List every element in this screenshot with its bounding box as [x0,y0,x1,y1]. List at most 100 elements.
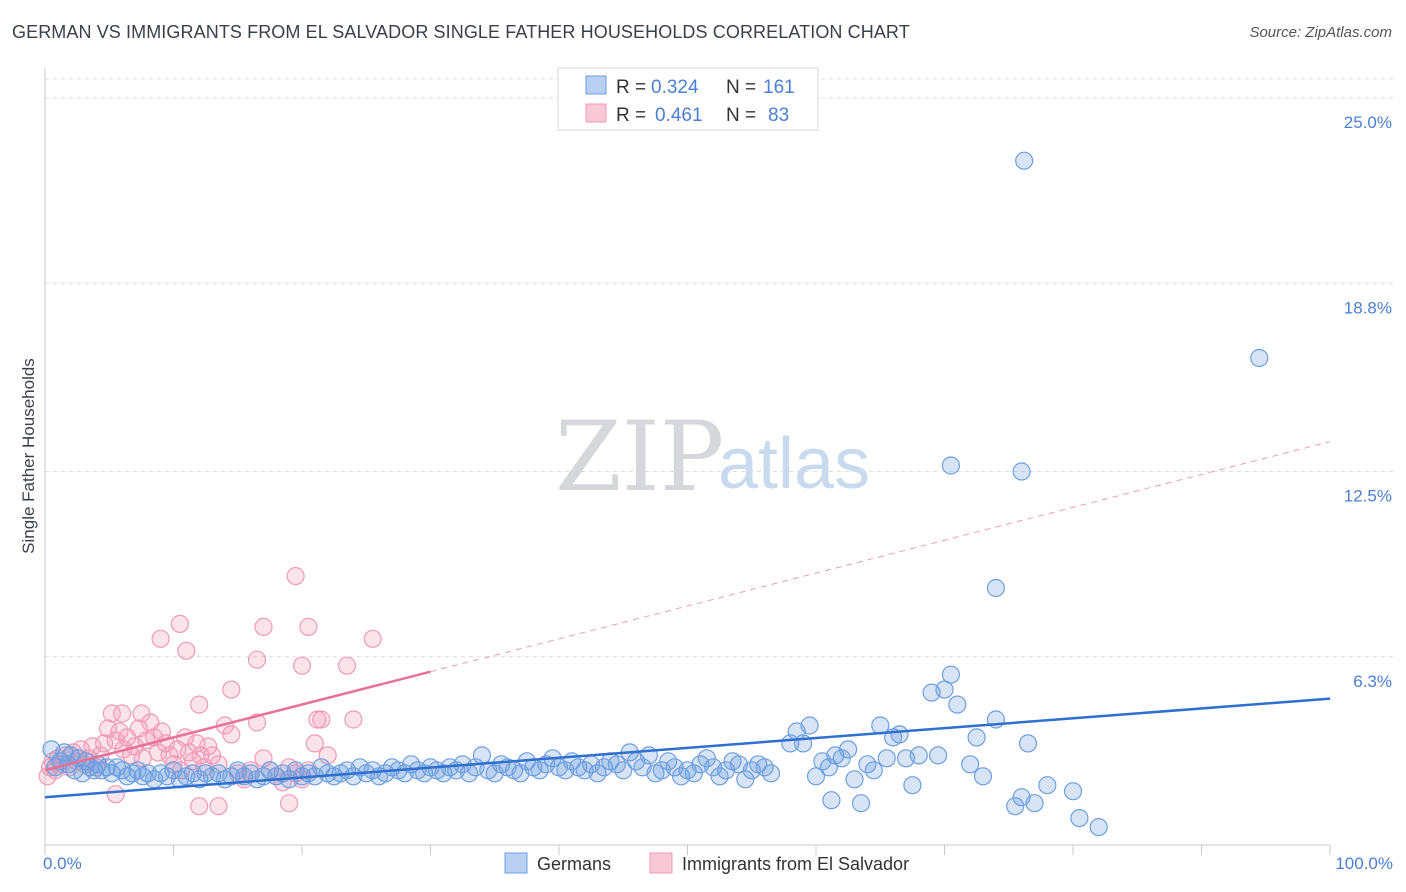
legend-r-label-salvador: R = [616,105,646,126]
germans-point [107,758,127,777]
salvador-point [112,704,132,723]
salvador-point [308,710,327,729]
germans-point [1018,734,1038,753]
legend-n-label-salvador: N = [726,105,756,126]
germans-point [961,755,980,774]
legend-r-value-germans: 0.324 [651,77,699,98]
germans-point [97,758,116,777]
germans-point [928,746,948,765]
y-tick-label: 12.5% [1344,487,1392,506]
watermark-atlas: atlas [718,424,870,504]
legend-r-label-germans: R = [616,77,646,98]
y-tick-labels: 6.3% 12.5% 18.8% 25.0% [1344,113,1392,691]
watermark-zip: ZIP [555,401,724,513]
legend-swatch-salvador [585,103,607,123]
germans-point [1089,817,1108,837]
salvador-point [280,794,299,813]
salvador-point [305,734,324,753]
salvador-point [199,737,218,756]
germans-point [864,761,883,780]
salvador-trend-line [44,670,431,772]
bottom-legend-germans: Germans [537,854,611,874]
x-tick-label-end: 100.0% [1335,854,1393,873]
germans-point [1063,782,1083,801]
germans-point [973,767,993,786]
germans-point [761,764,781,783]
salvador-point [299,617,318,637]
germans-point [838,740,858,759]
germans-point [1025,794,1044,813]
legend-r-value-salvador: 0.461 [655,105,703,126]
germans-point [800,716,819,735]
salvador-point [102,704,121,723]
legend-swatch-germans [585,75,607,95]
germans-point [877,749,896,768]
salvador-point [286,566,305,586]
salvador-point [209,797,228,816]
bottom-legend-salvador: Immigrants from El Salvador [682,854,909,874]
germans-point [1250,348,1269,368]
salvador-point [312,710,331,729]
germans-point [133,767,152,786]
germans-point [92,761,111,780]
germans-point [697,749,716,768]
axes [44,68,1331,855]
germans-point [986,578,1006,598]
germans-point [1015,151,1034,170]
salvador-point [254,617,273,637]
germans-point [903,776,922,795]
trend-lines [44,441,1331,799]
y-tick-label: 18.8% [1344,298,1392,317]
germans-point [1006,797,1025,816]
salvador-point [337,656,357,675]
bottom-legend-swatch-germans [504,852,528,874]
salvador-point [190,797,209,816]
salvador-point [94,734,114,753]
germans-point [832,749,851,768]
x-tick-label-start: 0.0% [43,854,82,873]
salvador-point [187,734,206,753]
germans-point [1012,462,1031,481]
germans-point [684,764,704,783]
legend-n-value-germans: 161 [763,77,795,98]
y-axis-label: Single Father Households [19,358,38,554]
germans-point [948,695,967,714]
salvador-point [222,725,241,744]
germans-point [967,728,986,747]
y-tick-label: 25.0% [1344,113,1392,132]
legend-n-label-germans: N = [726,77,756,98]
germans-point [941,456,961,475]
bottom-legend: Germans Immigrants from El Salvador [504,852,909,874]
salvador-point [292,656,312,675]
salvador-point [344,710,363,729]
germans-point [614,761,633,780]
germans-point [806,767,826,786]
germans-point [736,770,755,789]
salvador-point [247,650,267,669]
germans-point [941,665,961,684]
y-tick-label: 6.3% [1353,672,1392,691]
salvador-point [190,695,209,714]
germans-point [890,725,909,744]
salvador-trend-extension [430,441,1331,673]
germans-point [851,794,871,813]
germans-point [1070,808,1089,828]
germans-point [845,770,864,789]
legend-n-value-salvador: 83 [768,105,789,126]
source-label: Source: ZipAtlas.com [1249,24,1392,41]
x-tick-labels: 0.0% 100.0% [43,854,1393,873]
salvador-point [222,680,241,699]
salvador-point [132,704,151,723]
germans-point [822,791,841,810]
grid-lines [45,78,1395,658]
salvador-point [363,629,382,648]
salvador-point [170,614,189,634]
salvador-point [151,629,170,648]
chart-title: GERMAN VS IMMIGRANTS FROM EL SALVADOR SI… [12,22,910,42]
germans-trend-line [44,697,1331,799]
salvador-point [177,641,196,660]
germans-point [909,746,928,765]
germans-point [123,764,142,783]
germans-points [42,151,1269,837]
